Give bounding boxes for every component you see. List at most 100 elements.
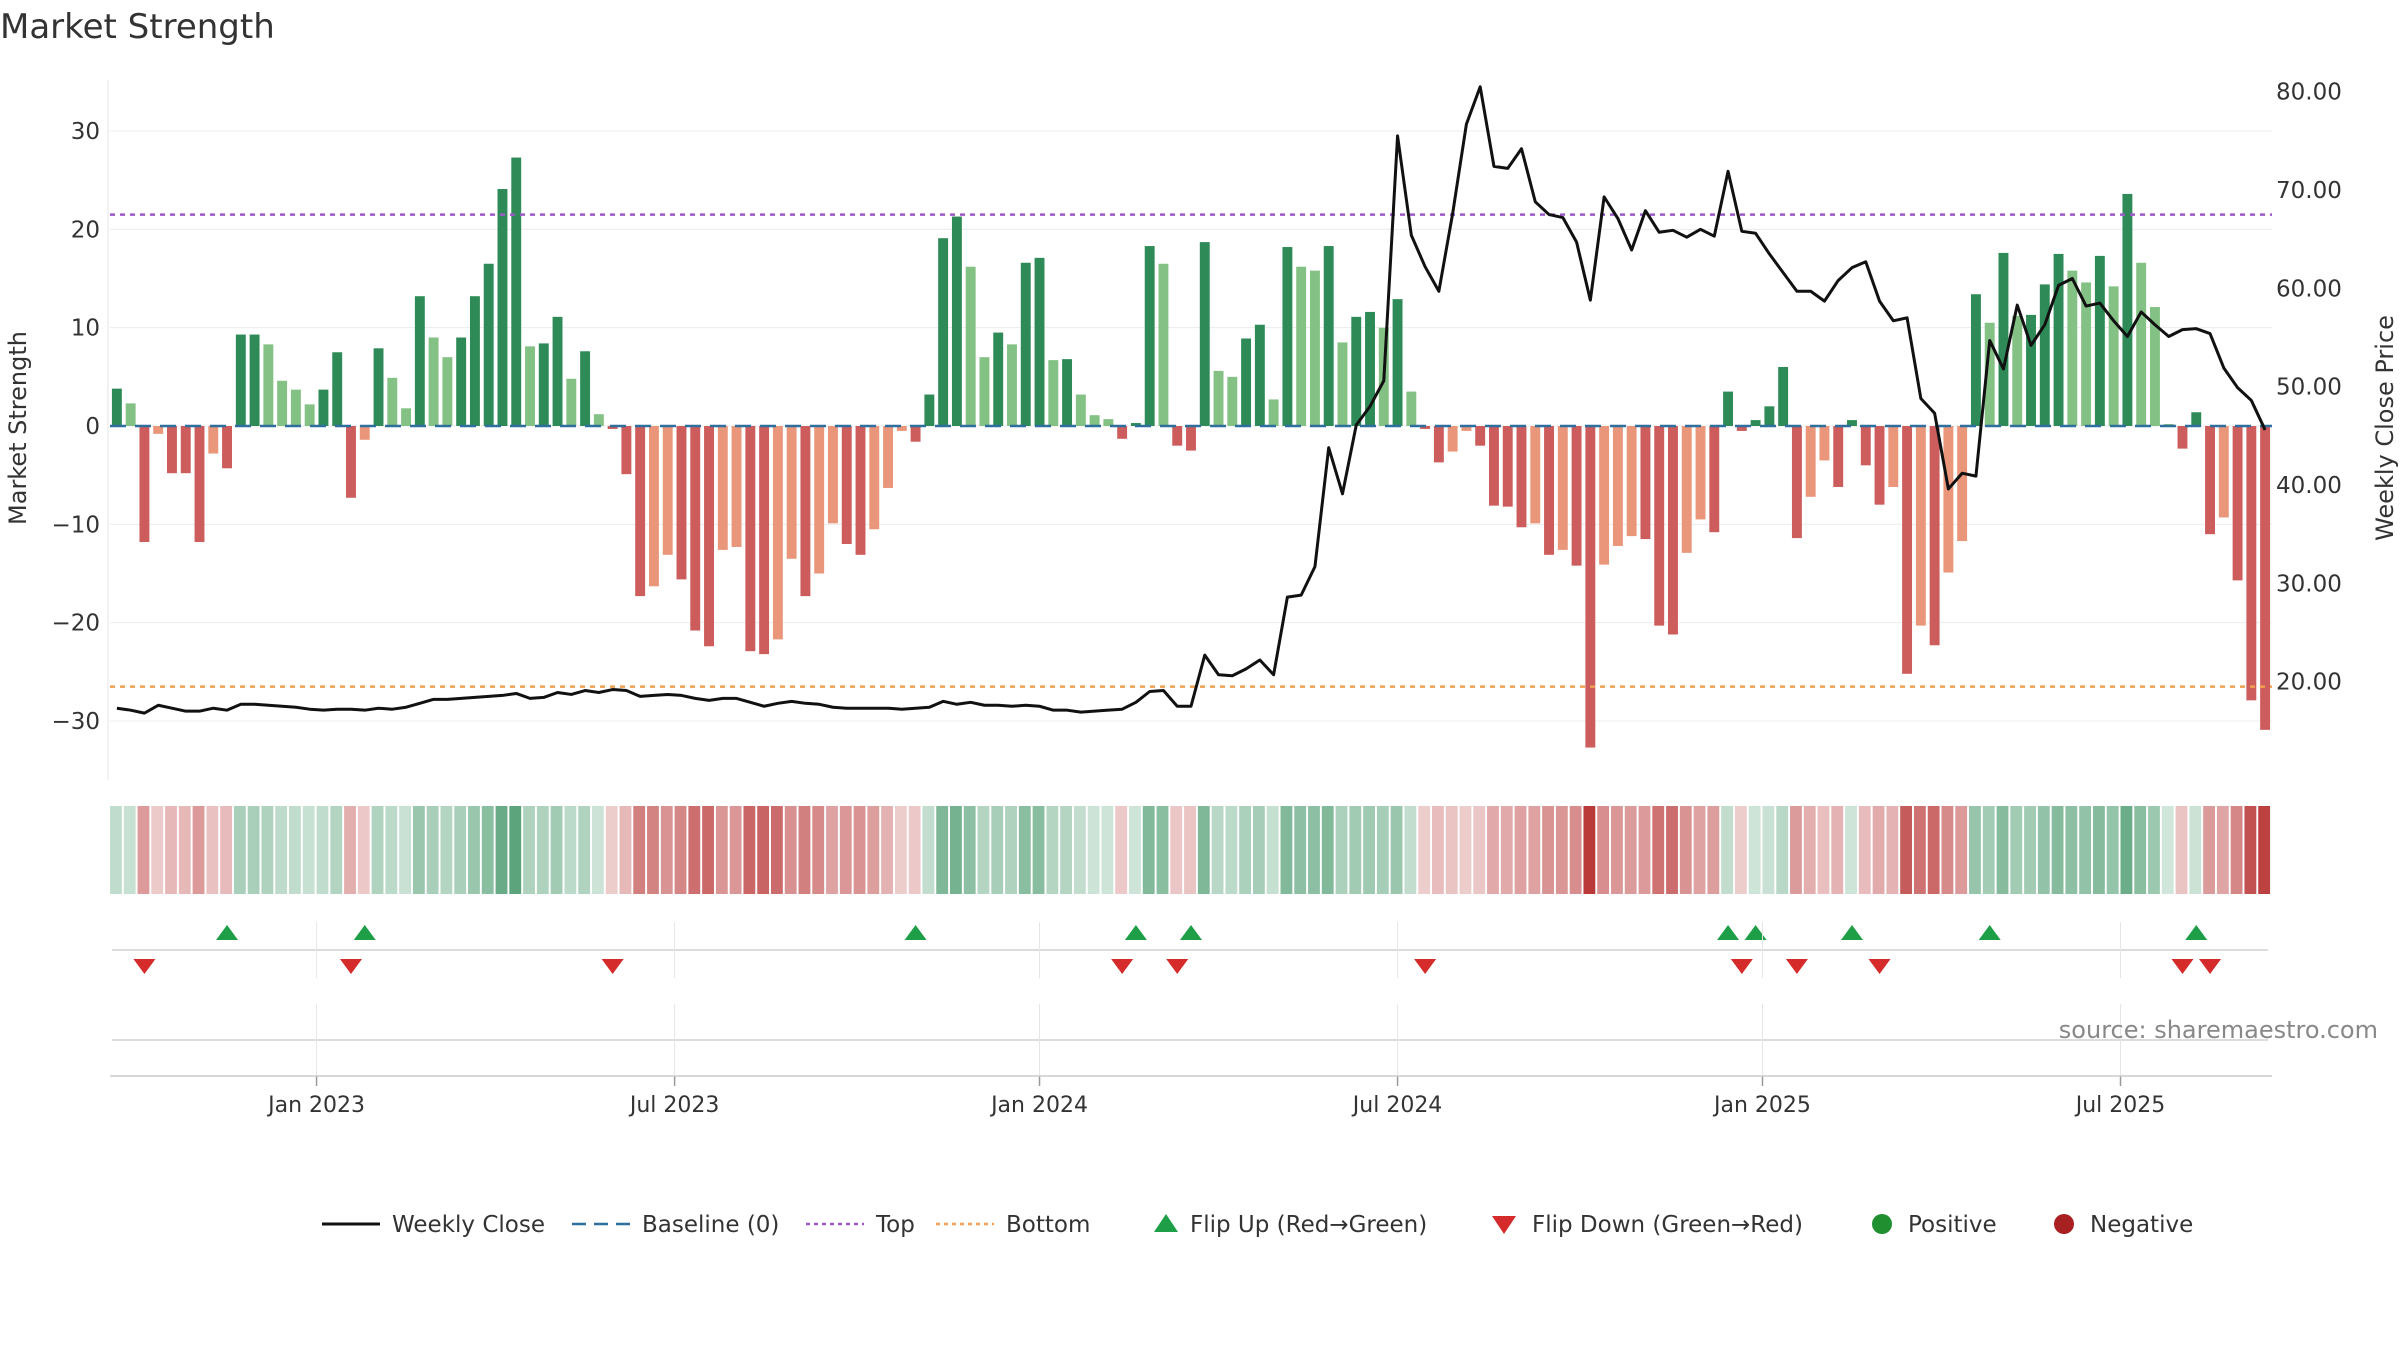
strength-bar <box>483 263 494 426</box>
heat-cell <box>826 806 838 894</box>
legend-label: Positive <box>1908 1212 1997 1238</box>
strength-bar <box>552 316 563 426</box>
strength-bar <box>1640 426 1651 540</box>
heat-cell <box>1101 806 1114 894</box>
y-tick-label: 20 <box>71 217 100 243</box>
heat-cell <box>2079 806 2092 894</box>
heat-cell <box>1142 806 1155 894</box>
heat-cell <box>591 806 604 894</box>
heat-cell <box>922 806 935 894</box>
heat-cell <box>2203 806 2215 894</box>
heat-cell <box>1528 806 1541 894</box>
strength-bar <box>249 334 260 426</box>
x-tick-label: Jul 2025 <box>2074 1093 2166 1118</box>
y2-tick-label: 80.00 <box>2276 80 2342 106</box>
strength-bar <box>2026 314 2036 426</box>
heat-cell <box>1445 806 1458 894</box>
heat-cell <box>1459 806 1472 894</box>
strength-bar <box>662 426 673 555</box>
legend-label: Weekly Close <box>392 1212 545 1238</box>
heat-cell <box>1624 806 1637 894</box>
heat-cell <box>1294 806 1307 894</box>
strength-bar <box>621 426 632 475</box>
flip-up-marker <box>1717 925 1740 940</box>
strength-bar <box>883 426 893 488</box>
flip-down-marker <box>1111 959 1134 974</box>
flip-up-marker <box>904 925 927 940</box>
heat-cell <box>715 806 728 894</box>
strength-bar <box>1571 426 1582 566</box>
heat-cell <box>344 806 356 894</box>
legend-item: Flip Down (Green→Red) <box>1492 1212 1803 1238</box>
heat-cell <box>1583 806 1596 894</box>
strength-bar <box>1709 426 1720 533</box>
heat-cell <box>839 806 852 894</box>
strength-bar <box>2136 262 2147 426</box>
strength-bar <box>2067 270 2078 426</box>
strength-bar <box>1530 426 1541 524</box>
heat-cell <box>1018 806 1031 894</box>
strength-bar <box>910 426 921 442</box>
heat-cell <box>1569 806 1582 894</box>
heat-cell <box>1707 806 1720 894</box>
strength-bar <box>1117 426 1128 439</box>
heat-cell <box>302 806 315 894</box>
strength-bar <box>1351 316 1362 426</box>
heat-cell <box>1693 806 1706 894</box>
heat-cell <box>867 806 880 894</box>
heat-cell <box>1376 806 1389 894</box>
weekly-close-series <box>116 85 2267 715</box>
flip-up-marker <box>216 925 239 940</box>
heat-cell <box>178 806 191 894</box>
heat-cell <box>1087 806 1100 894</box>
heat-cell <box>647 806 659 894</box>
heat-cell <box>798 806 811 894</box>
strength-bar <box>1791 426 1802 539</box>
heat-cell <box>1721 806 1734 894</box>
strength-bar <box>1695 426 1706 520</box>
heat-cell <box>688 806 701 894</box>
strength-bar <box>1130 423 1141 426</box>
strength-bar <box>993 332 1004 426</box>
strength-bar <box>538 343 549 426</box>
flip-down-marker <box>2199 959 2222 974</box>
strength-bar <box>1199 242 1210 426</box>
strength-bar <box>1172 426 1183 446</box>
heat-cell <box>2065 806 2078 894</box>
strength-bar <box>951 216 962 426</box>
legend-swatch <box>2054 1214 2074 1234</box>
strength-bar <box>676 426 687 580</box>
heat-cell <box>1927 806 1940 894</box>
heat-cell <box>1129 806 1141 894</box>
heat-cell <box>2037 806 2050 894</box>
strength-bar <box>841 426 852 544</box>
heat-cell <box>1197 806 1210 894</box>
heat-cell <box>1335 806 1348 894</box>
heat-cell <box>1542 806 1554 894</box>
strength-bar <box>2260 426 2271 730</box>
y2-tick-label: 30.00 <box>2276 571 2342 597</box>
legend-item: Negative <box>2054 1212 2193 1238</box>
flip-down-marker <box>1785 959 1808 974</box>
heat-cell <box>1418 806 1431 894</box>
strength-bar <box>2108 286 2119 426</box>
flip-down-marker <box>1868 959 1891 974</box>
strength-bar <box>1020 262 1031 426</box>
strength-bar <box>1392 299 1403 426</box>
strength-bar <box>1984 322 1995 426</box>
strength-bar <box>1365 311 1375 426</box>
strength-bar <box>1337 342 1348 426</box>
heat-cell <box>1280 806 1293 894</box>
strength-bar <box>1007 344 1017 426</box>
strength-bar <box>263 344 274 426</box>
flip-up-marker <box>2185 925 2208 940</box>
heat-cell <box>2051 806 2064 894</box>
strength-bar <box>332 352 343 426</box>
legend-item: Bottom <box>936 1212 1090 1238</box>
strength-bar <box>235 334 246 426</box>
y2-tick-label: 20.00 <box>2276 670 2342 696</box>
strength-bar <box>469 296 480 426</box>
strength-bar <box>593 414 604 426</box>
strength-bar <box>1489 426 1499 506</box>
flip-markers-panel <box>112 925 2268 1041</box>
